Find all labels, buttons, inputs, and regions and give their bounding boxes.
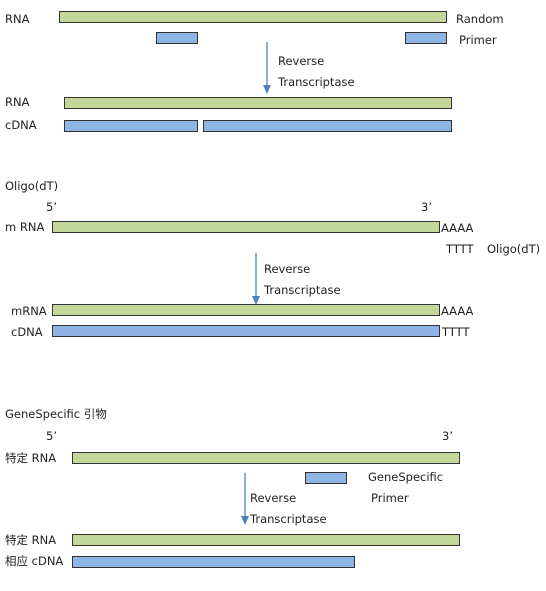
gene-specific-primer-label-line2: Primer [371, 491, 409, 505]
gene-specific-primer [305, 472, 347, 484]
arrow-label-reverse: Reverse [250, 491, 297, 505]
rna-label: RNA [5, 12, 30, 26]
down-arrow-icon [241, 473, 249, 525]
result-poly-a-tail: AAAA [441, 304, 474, 318]
arrow-label-transcriptase: Transcriptase [264, 283, 341, 297]
random-primer-label-line1: Random [456, 12, 504, 26]
arrow-label-reverse: Reverse [278, 54, 325, 68]
result-rna-strand [64, 97, 452, 109]
oligo-dt-primer-label: Oligo(dT) [487, 242, 541, 256]
panel-title-gene-specific: GeneSpecific 引物 [5, 407, 107, 421]
specific-cdna [72, 556, 355, 568]
five-prime-label: 5’ [46, 429, 57, 443]
gene-specific-primer-label-line1: GeneSpecific [368, 470, 444, 484]
poly-a-tail: AAAA [441, 221, 474, 235]
result-rna-label: RNA [5, 95, 30, 109]
result-mrna-strand [52, 304, 440, 316]
panel-title-oligo-dt: Oligo(dT) [5, 179, 59, 193]
result-mrna-label: mRNA [11, 304, 47, 318]
down-arrow-icon [263, 42, 271, 94]
poly-t-primer: TTTT [446, 242, 474, 256]
result-cdna-label: 相应 cDNA [5, 554, 64, 568]
arrow-label-reverse: Reverse [264, 262, 311, 276]
random-primer-2 [405, 32, 447, 44]
result-poly-t: TTTT [442, 325, 470, 339]
result-cdna-label: cDNA [11, 325, 43, 339]
specific-rna-strand [72, 452, 460, 464]
random-primer-1 [156, 32, 198, 44]
specific-rna-label: 特定 RNA [5, 451, 57, 465]
three-prime-label: 3’ [442, 429, 453, 443]
down-arrow-icon [252, 253, 260, 305]
mrna-label: m RNA [5, 220, 45, 234]
random-primer-label-line2: Primer [459, 33, 497, 47]
cdna-fragment-1 [64, 120, 198, 132]
three-prime-label: 3’ [421, 200, 432, 214]
result-cdna-label: cDNA [5, 118, 37, 132]
arrow-label-transcriptase: Transcriptase [278, 75, 355, 89]
result-specific-rna-label: 特定 RNA [5, 533, 57, 547]
rna-strand [59, 11, 447, 23]
five-prime-label: 5’ [46, 200, 57, 214]
arrow-label-transcriptase: Transcriptase [250, 512, 327, 526]
mrna-strand [52, 221, 440, 233]
full-length-cdna [52, 325, 440, 337]
result-specific-rna-strand [72, 534, 460, 546]
cdna-fragment-2 [203, 120, 452, 132]
